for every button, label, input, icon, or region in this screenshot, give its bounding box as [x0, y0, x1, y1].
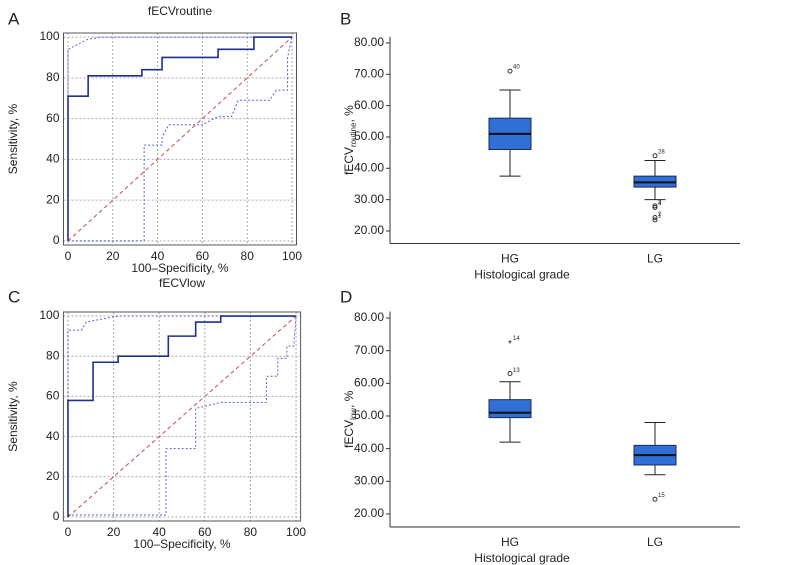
y-axis-label: fECVlow, %	[342, 390, 358, 448]
y-tick-label: 30.00	[354, 192, 384, 206]
y-tick-label: 0	[53, 233, 60, 247]
x-tick-label: LG	[647, 252, 663, 266]
y-tick-label: 100	[39, 29, 59, 43]
x-axis-label: 100–Specificity, %	[131, 261, 228, 275]
outlier-label: 15	[658, 493, 665, 499]
x-axis-label: Histological grade	[474, 551, 570, 565]
y-tick-label: 100	[39, 308, 59, 322]
outlier	[652, 217, 658, 223]
x-tick-label: 100	[282, 249, 302, 263]
y-tick-label: 80	[46, 348, 60, 362]
roc-line	[67, 36, 293, 242]
y-label-suffix: , %	[342, 390, 356, 408]
outlier	[652, 214, 658, 220]
roc-line	[67, 315, 297, 516]
x-tick-label: LG	[647, 535, 663, 549]
roc-line	[67, 36, 293, 242]
outlier-label: 4	[658, 201, 662, 207]
y-tick-label: 80.00	[354, 310, 384, 324]
y-tick-label: 80	[46, 70, 60, 84]
y-tick-label: 40.00	[354, 160, 384, 174]
y-tick-label: 20.00	[354, 223, 384, 237]
y-label-main: fECV	[342, 147, 356, 175]
x-tick-label: 20	[107, 525, 121, 539]
y-tick-label: 40	[46, 429, 60, 443]
outlier	[652, 153, 658, 159]
y-tick-label: 60.00	[354, 376, 384, 390]
x-axis-label: 100–Specificity, %	[133, 537, 230, 551]
x-tick-label: 0	[65, 525, 72, 539]
chart-title: fECVlow	[159, 276, 205, 290]
y-tick-label: 70.00	[354, 343, 384, 357]
y-tick-label: 50.00	[354, 129, 384, 143]
panel-letter: D	[340, 287, 352, 306]
y-axis-label: fECVroutine, %	[342, 105, 358, 175]
y-tick-label: 60	[46, 111, 60, 125]
y-tick-label: 30.00	[354, 473, 384, 487]
y-tick-label: 60	[46, 389, 60, 403]
outlier	[652, 496, 658, 502]
outlier-label: 1	[658, 214, 662, 220]
y-axis-label: Sensitivity, %	[6, 381, 20, 452]
x-tick-label: 60	[198, 525, 212, 539]
outlier	[507, 371, 513, 377]
y-tick-label: 80.00	[354, 35, 384, 49]
x-axis-label: Histological grade	[474, 268, 570, 282]
panel-letter: C	[8, 287, 20, 306]
y-tick-label: 70.00	[354, 66, 384, 80]
y-axis-label: Sensitivity, %	[6, 103, 20, 174]
box	[488, 399, 532, 419]
y-tick-label: 40	[46, 152, 60, 166]
y-tick-label: 50.00	[354, 408, 384, 422]
y-label-sub: routine	[349, 122, 358, 147]
y-label-suffix: , %	[342, 105, 356, 123]
panel-letter: B	[340, 9, 351, 28]
x-tick-label: 40	[151, 249, 165, 263]
x-tick-label: 80	[244, 525, 258, 539]
y-tick-label: 20.00	[354, 506, 384, 520]
roc-line	[67, 315, 297, 517]
y-tick-label: 0	[53, 509, 60, 523]
chart-title: fECVroutine	[148, 4, 213, 18]
outlier-label: 13	[513, 368, 520, 374]
plot-frame	[62, 311, 302, 522]
panel-letter: A	[8, 9, 20, 28]
outlier-label: 40	[513, 65, 520, 71]
outlier-label: 3	[658, 200, 662, 206]
y-label-main: fECV	[342, 420, 356, 448]
outlier	[507, 68, 513, 74]
outlier: *	[508, 339, 512, 350]
y-tick-label: 20	[46, 469, 60, 483]
roc-line	[67, 315, 297, 517]
x-tick-label: 60	[196, 249, 210, 263]
x-tick-label: HG	[501, 535, 519, 549]
y-tick-label: 20	[46, 192, 60, 206]
x-tick-label: 20	[106, 249, 120, 263]
y-label-sub: low	[349, 408, 358, 420]
outlier-label: 2	[658, 212, 662, 218]
roc-line	[67, 36, 293, 241]
outlier	[652, 204, 658, 210]
x-tick-label: 80	[241, 249, 255, 263]
y-tick-label: 40.00	[354, 441, 384, 455]
y-tick-label: 60.00	[354, 98, 384, 112]
x-tick-label: 0	[65, 249, 72, 263]
x-tick-label: 100	[286, 525, 306, 539]
x-tick-label: 40	[153, 525, 167, 539]
outlier-label: 28	[658, 149, 665, 155]
plot-frame	[63, 32, 297, 246]
outlier-label: 14	[513, 336, 520, 342]
outlier	[652, 203, 658, 209]
x-tick-label: HG	[501, 252, 519, 266]
roc-line	[67, 315, 297, 518]
